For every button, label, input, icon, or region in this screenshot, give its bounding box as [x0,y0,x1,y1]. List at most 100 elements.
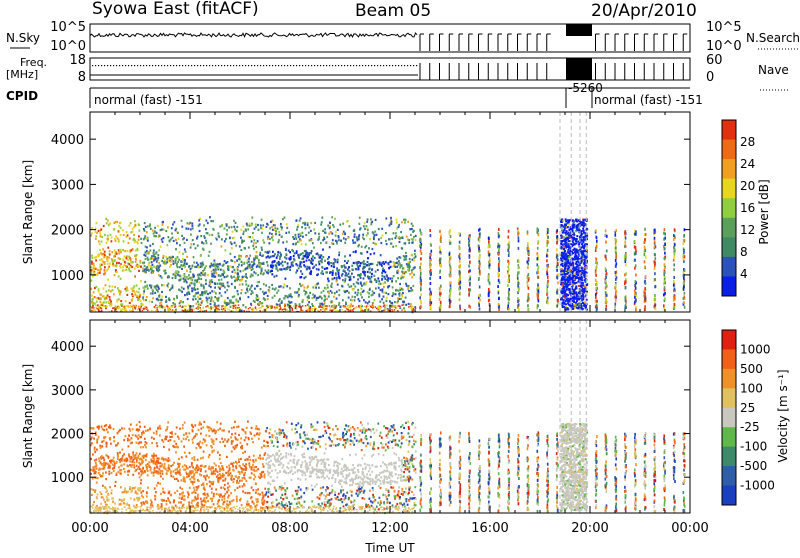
data-point [104,251,106,253]
data-point [420,257,422,260]
data-point [449,302,451,305]
data-point [393,232,395,234]
data-point [439,270,441,273]
data-point [584,276,586,278]
data-point [218,309,220,311]
data-point [124,250,126,252]
data-point [316,297,318,299]
data-point [211,290,213,292]
data-point [167,306,169,308]
data-point [595,271,597,274]
data-point [605,308,607,311]
data-point [350,307,352,309]
data-point [561,243,563,245]
data-point [635,300,637,303]
data-point [307,224,309,226]
data-point [561,240,563,242]
data-point [161,284,163,286]
data-point [429,266,431,269]
data-point [232,231,234,233]
data-point [269,242,271,244]
data-point [184,305,186,307]
data-point [295,272,297,274]
data-point [390,217,392,219]
data-point [459,298,461,301]
data-point [175,258,177,260]
nsearch-label: N.Search [746,31,800,45]
data-point [557,238,559,241]
data-point [161,295,163,297]
data-point [159,235,161,237]
data-point [360,274,362,276]
data-point [578,292,580,294]
data-point [307,252,309,254]
data-point [253,242,255,244]
data-point [330,301,332,303]
data-point [192,239,194,241]
data-point [634,284,636,287]
data-point [152,297,154,299]
data-point [104,266,106,268]
data-point [395,237,397,239]
data-point [664,263,666,266]
data-point [222,283,224,285]
data-point [673,263,675,266]
data-point [582,299,584,301]
data-point [360,292,362,294]
data-point [164,307,166,309]
data-point [226,289,228,291]
data-point [459,247,461,250]
data-point [181,307,183,309]
data-point [292,236,294,238]
data-point [351,268,353,270]
data-point [144,268,146,270]
data-point [391,277,393,279]
data-point [336,240,338,242]
data-point [634,253,636,256]
data-point [108,266,110,268]
data-point [331,242,333,244]
data-point [226,233,228,235]
data-point [176,265,178,267]
data-point [180,275,182,277]
data-point [285,309,287,311]
data-point [99,266,101,268]
data-point [200,284,202,286]
freq-dot [317,65,318,66]
data-point [131,293,133,295]
data-point [97,305,99,307]
data-point [262,254,264,256]
data-point [282,265,284,267]
freq-dot [389,65,390,66]
data-point [127,234,129,236]
data-point [256,257,258,259]
data-point [121,310,123,312]
data-point [276,275,278,277]
data-point [350,310,352,312]
data-point [303,264,305,266]
data-point [106,222,108,224]
data-point [266,261,268,263]
data-point [343,264,345,266]
data-point [498,306,500,309]
data-point [508,308,510,311]
data-point [138,239,140,241]
freq-dot [173,65,174,66]
data-point [196,237,198,239]
data-point [188,310,190,312]
data-point [507,305,509,308]
data-point [107,279,109,281]
data-point [125,300,127,302]
data-point [182,238,184,240]
data-point [255,224,257,226]
data-point [546,244,548,247]
data-point [352,296,354,298]
data-point [266,223,268,225]
data-point [92,275,94,277]
data-point [391,280,393,282]
data-point [344,242,346,244]
data-point [91,255,93,257]
data-point [400,264,402,266]
data-point [113,307,115,309]
data-point [645,275,647,278]
